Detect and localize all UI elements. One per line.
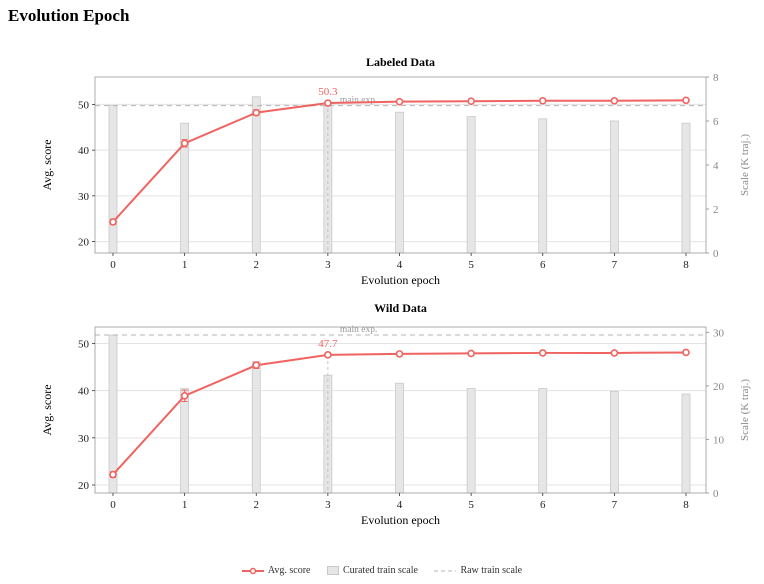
chart2-ytick-label: 20 <box>78 480 90 492</box>
chart1-ytick-label: 40 <box>78 145 90 157</box>
legend-item-curated: Curated train scale <box>326 565 418 577</box>
chart1-score-point <box>109 218 117 226</box>
chart2-plot-frame <box>94 326 707 494</box>
chart2-score-point <box>109 470 117 479</box>
legend-raw-label: Raw train scale <box>460 565 523 577</box>
chart1-y2label: Scale (K traj.) <box>739 134 751 196</box>
chart1-ytick-label: 30 <box>78 191 90 203</box>
chart1-xtick-label: 3 <box>325 259 331 271</box>
chart1-curated-bar <box>466 116 476 254</box>
chart2-curated-bar <box>466 388 476 494</box>
chart1-score-point <box>324 99 332 107</box>
chart2-score-point <box>252 361 261 369</box>
chart2-curated-bar <box>609 390 619 494</box>
legend-score-label: Avg. score <box>267 565 311 577</box>
chart1-y2tick-label: 2 <box>713 204 719 216</box>
chart1-ytick-label: 20 <box>78 237 90 249</box>
chart2-xtick-label: 5 <box>468 499 474 511</box>
chart1-y2tick-label: 0 <box>713 248 719 260</box>
chart2-xtick-label: 1 <box>182 499 188 511</box>
chart1-xtick-label: 2 <box>254 259 260 271</box>
chart1-score-point <box>467 97 475 106</box>
chart1-score-point <box>682 96 690 105</box>
chart1-xtick-label: 1 <box>182 259 188 271</box>
chart1-score-point <box>538 96 547 105</box>
chart1-curated-bar <box>609 120 619 254</box>
chart1-xtick-label: 6 <box>540 259 546 271</box>
chart1-title: Labeled Data <box>366 55 435 69</box>
chart2-ytick-label: 40 <box>78 386 90 398</box>
chart1-ylabel: Avg. score <box>40 139 54 190</box>
curated-legend-icon <box>326 566 339 576</box>
legend: Avg. score Curated train scale Raw train… <box>0 565 764 576</box>
chart2-ytick-label: 50 <box>78 339 90 351</box>
chart1-xtick-label: 5 <box>468 259 474 271</box>
chart2-xtick-label: 0 <box>110 499 116 511</box>
chart1-xlabel: Evolution epoch <box>361 273 440 287</box>
chart2-xlabel: Evolution epoch <box>361 513 440 527</box>
chart2-title: Wild Data <box>374 301 427 315</box>
chart2-raw-scale-label: main exp. <box>340 325 377 335</box>
chart1-curated-bar <box>681 122 691 254</box>
chart2-curated-bar <box>395 382 404 494</box>
chart2-curated-bar <box>681 393 691 494</box>
raw-legend-icon <box>434 570 457 572</box>
chart1-y2tick-label: 8 <box>713 72 719 84</box>
chart2-score-point <box>324 351 332 359</box>
chart2-score-point <box>610 349 619 357</box>
chart1-curated-bar <box>108 105 118 254</box>
chart2-score-point <box>538 349 547 357</box>
chart2-annotation-label: 47.7 <box>318 338 338 350</box>
chart1-y2tick-label: 4 <box>713 160 719 172</box>
legend-item-score: Avg. score <box>241 565 311 577</box>
chart1-score-point <box>395 97 404 106</box>
chart2-score-point <box>682 348 690 357</box>
chart1-xtick-label: 8 <box>683 259 689 271</box>
chart2-curated-bar <box>108 334 118 494</box>
chart1-y2tick-label: 6 <box>713 116 719 128</box>
chart1-score-point <box>252 108 261 117</box>
chart2-curated-bar <box>251 361 261 494</box>
chart1-raw-scale-label: main exp. <box>340 96 377 106</box>
chart2-y2tick-label: 20 <box>713 381 725 393</box>
chart2-curated-bar <box>180 388 190 494</box>
chart2-xtick-label: 6 <box>540 499 546 511</box>
chart2-xtick-label: 4 <box>397 499 403 511</box>
chart1-annotation-label: 50.3 <box>318 86 338 98</box>
chart1-xtick-label: 0 <box>110 259 116 271</box>
chart2-xtick-label: 8 <box>683 499 689 511</box>
chart2-y2label: Scale (K traj.) <box>739 379 751 441</box>
score-legend-icon <box>241 567 264 574</box>
chart2-score-point <box>180 392 189 400</box>
chart2-score-point <box>467 349 475 358</box>
legend-item-raw: Raw train scale <box>434 565 522 576</box>
legend-curated-label: Curated train scale <box>342 565 418 577</box>
chart2-y2tick-label: 10 <box>713 434 725 446</box>
chart2-xtick-label: 3 <box>325 499 331 511</box>
chart1-score-point <box>610 96 619 105</box>
chart2-y2tick-label: 30 <box>713 327 725 339</box>
chart1-curated-bar <box>538 118 548 254</box>
chart2-ytick-label: 30 <box>78 433 90 445</box>
chart2-xtick-label: 2 <box>254 499 260 511</box>
chart2-score-point <box>395 350 404 358</box>
chart2-xtick-label: 7 <box>612 499 618 511</box>
chart1-curated-bar <box>251 96 261 254</box>
chart2-ylabel: Avg. score <box>40 384 54 435</box>
chart1-xtick-label: 7 <box>612 259 618 271</box>
chart1-xtick-label: 4 <box>397 259 403 271</box>
page-title: Evolution Epoch <box>8 6 130 25</box>
chart2-curated-bar <box>538 388 548 494</box>
chart1-curated-bar <box>395 111 404 254</box>
chart1-ytick-label: 50 <box>78 99 90 111</box>
chart2-y2tick-label: 0 <box>713 488 719 500</box>
chart1-score-point <box>180 139 189 148</box>
